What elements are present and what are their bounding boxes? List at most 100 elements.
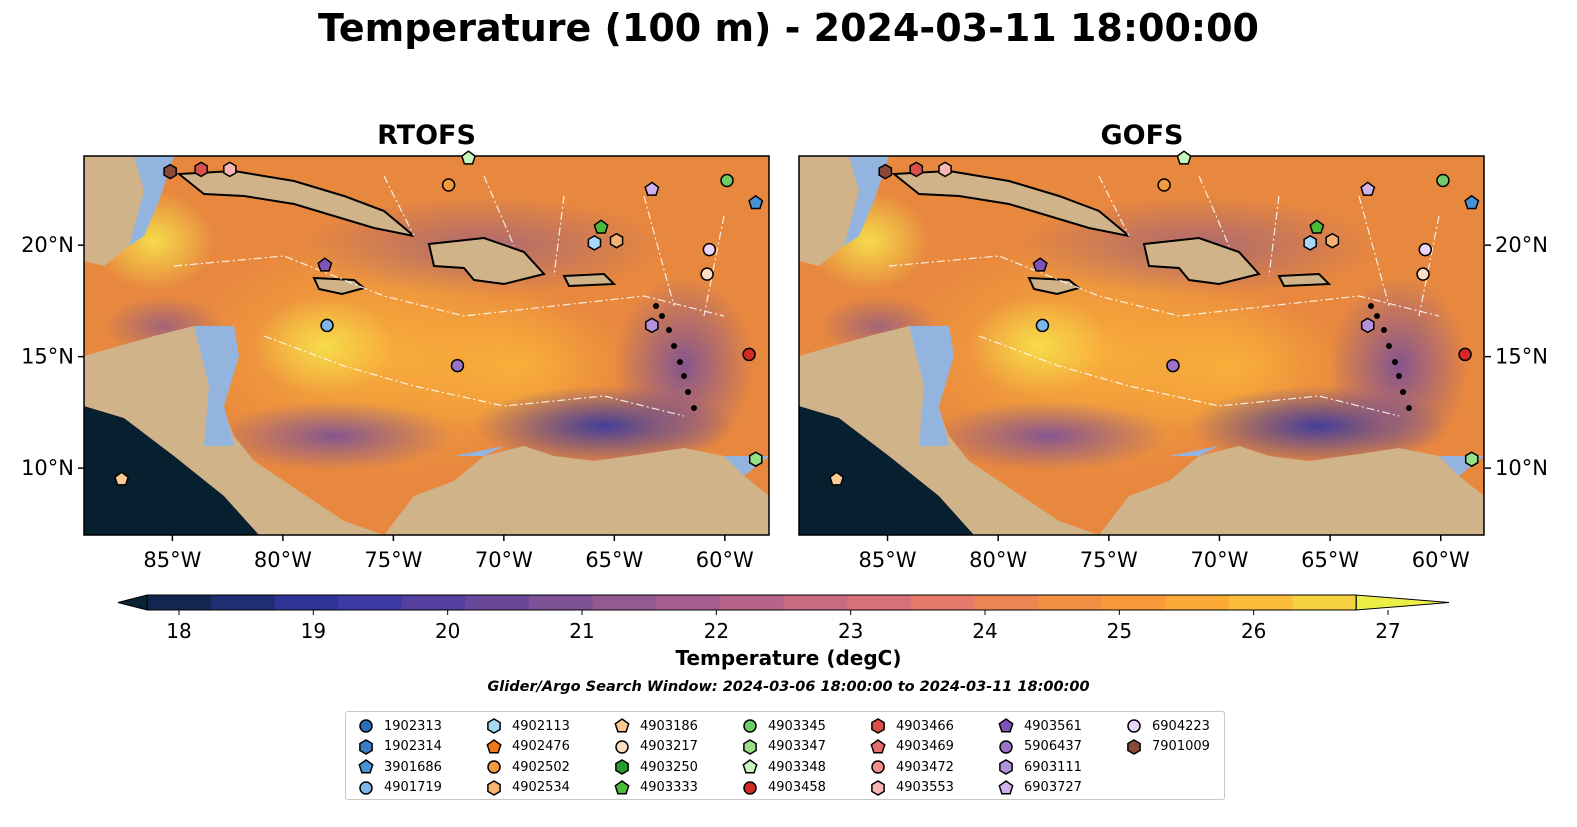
- colorbar-tick-label: 22: [704, 619, 729, 643]
- lon-tick-label: 65°W: [1301, 548, 1359, 572]
- float-marker-5906437: [1166, 358, 1180, 373]
- lon-tick-label: 75°W: [1080, 548, 1138, 572]
- legend-label: 6903727: [1024, 780, 1082, 795]
- legend-marker-1902314: [359, 738, 373, 755]
- lon-tick-label: 75°W: [364, 548, 422, 572]
- legend-item-4903333: 4903333: [614, 778, 698, 798]
- colorbar-segments: [117, 594, 1450, 611]
- float-marker-4903348: [1176, 150, 1192, 165]
- legend-item-4903250: 4903250: [614, 757, 698, 777]
- lon-tick-label: 60°W: [696, 548, 754, 572]
- legend-item-4903458: 4903458: [742, 778, 826, 798]
- legend-marker-5906437: [999, 739, 1013, 754]
- float-markers: [114, 150, 1480, 486]
- legend-marker-6903111: [999, 759, 1013, 775]
- legend-marker-4903186: [614, 718, 630, 733]
- float-marker-4903458: [1458, 347, 1472, 362]
- float-marker-4903466: [909, 161, 924, 178]
- legend-label: 4902534: [512, 780, 570, 795]
- colorbar-tick-label: 19: [301, 619, 326, 643]
- legend-label: 4903472: [896, 759, 954, 775]
- float-marker-4903553: [938, 161, 952, 178]
- legend-item-4903561: 4903561: [998, 716, 1082, 736]
- lat-tick-label: 10°N: [1495, 456, 1548, 480]
- float-marker-4902502: [441, 178, 456, 192]
- legend-item-4902534: 4902534: [486, 778, 570, 798]
- float-marker-4903348: [460, 150, 476, 165]
- legend-label: 4902113: [512, 718, 570, 734]
- lon-tick-label: 80°W: [254, 548, 312, 572]
- colorbar-tick-label: 23: [838, 619, 863, 643]
- float-marker-3901686: [748, 194, 764, 210]
- legend-item-4903348: 4903348: [742, 757, 826, 777]
- colorbar: 18 19 20 21 22 23 24 25 26 27: [117, 594, 1450, 643]
- float-marker-4903345: [720, 173, 734, 188]
- legend-label: 6904223: [1152, 718, 1210, 734]
- lon-tick-label: 60°W: [1412, 548, 1470, 572]
- float-marker-6903727: [1360, 181, 1376, 196]
- legend-item-7901009: 7901009: [1126, 737, 1210, 757]
- legend-item-6903727: 6903727: [998, 778, 1082, 798]
- float-marker-4902534: [1325, 232, 1340, 249]
- float-marker-4903217: [1416, 267, 1430, 281]
- float-marker-4901719: [1035, 318, 1050, 333]
- legend-item-3901686: 3901686: [358, 757, 442, 777]
- legend-label: 4903561: [1024, 718, 1082, 734]
- legend-label: 4903348: [768, 759, 826, 775]
- float-legend: 1902313 1902314 3901686 4901719 4902113 49024…: [345, 711, 1225, 800]
- colorbar-label: Temperature (degC): [675, 646, 902, 670]
- colorbar-tick-label: 24: [972, 619, 997, 643]
- float-marker-5906437: [450, 358, 465, 373]
- legend-item-5906437: 5906437: [998, 737, 1082, 757]
- legend-item-6904223: 6904223: [1126, 716, 1210, 736]
- float-marker-4903466: [194, 161, 208, 178]
- lat-tick-label: 15°N: [1495, 345, 1548, 369]
- float-marker-4903345: [1436, 173, 1450, 188]
- legend-label: 4903186: [640, 718, 698, 734]
- float-marker-4902113: [1303, 235, 1317, 251]
- colorbar-tick-label: 26: [1241, 619, 1266, 643]
- float-marker-6904223: [702, 242, 717, 257]
- float-marker-6903111: [645, 317, 659, 334]
- float-marker-4903561: [1032, 257, 1048, 272]
- legend-label: 6903111: [1024, 759, 1082, 775]
- colorbar-tick-label: 25: [1107, 619, 1132, 643]
- legend-item-4903553: 4903553: [870, 778, 954, 798]
- float-marker-4902113: [587, 235, 602, 251]
- legend-label: 1902314: [384, 739, 442, 754]
- lon-tick-label: 70°W: [475, 548, 533, 572]
- float-marker-4903347: [748, 451, 763, 468]
- legend-label: 4903345: [768, 718, 826, 734]
- legend-marker-4903458: [743, 780, 757, 795]
- legend-item-4902502: 4902502: [486, 757, 570, 777]
- float-marker-4903458: [742, 347, 756, 362]
- legend-item-4903469: 4903469: [870, 737, 954, 757]
- legend-item-4901719: 4901719: [358, 778, 442, 798]
- legend-marker-4903217: [615, 739, 629, 754]
- lon-tick-label: 65°W: [585, 548, 643, 572]
- lon-tick-label: 85°W: [143, 548, 201, 572]
- legend-marker-7901009: [1127, 738, 1141, 755]
- legend-label: 4902476: [512, 739, 570, 754]
- legend-marker-4903466: [871, 718, 885, 734]
- legend-label: 4903469: [896, 739, 954, 754]
- float-marker-7901009: [163, 163, 177, 180]
- axis-ticks: 85°W 80°W 75°W 70°W 65°W 60°W 20°N 15°N 10°N 85°W…: [21, 233, 1548, 572]
- legend-label: 4901719: [384, 780, 442, 795]
- colorbar-tick-label: 18: [166, 619, 191, 643]
- float-marker-7901009: [878, 163, 893, 180]
- legend-marker-4903333: [614, 779, 630, 794]
- legend-item-4902113: 4902113: [486, 716, 570, 736]
- float-marker-3901686: [1464, 194, 1480, 210]
- legend-label: 5906437: [1024, 739, 1082, 754]
- legend-item-4903345: 4903345: [742, 716, 826, 736]
- float-marker-4903217: [700, 267, 714, 281]
- float-marker-6904223: [1418, 242, 1433, 257]
- legend-label: 4903250: [640, 759, 698, 775]
- legend-marker-4901719: [359, 780, 373, 795]
- float-marker-4903186: [829, 471, 845, 486]
- colorbar-ticks: 18 19 20 21 22 23 24 25 26 27: [166, 610, 1401, 643]
- legend-label: 4903333: [640, 780, 698, 795]
- legend-label: 4903553: [896, 780, 954, 795]
- lat-tick-label: 20°N: [21, 233, 74, 257]
